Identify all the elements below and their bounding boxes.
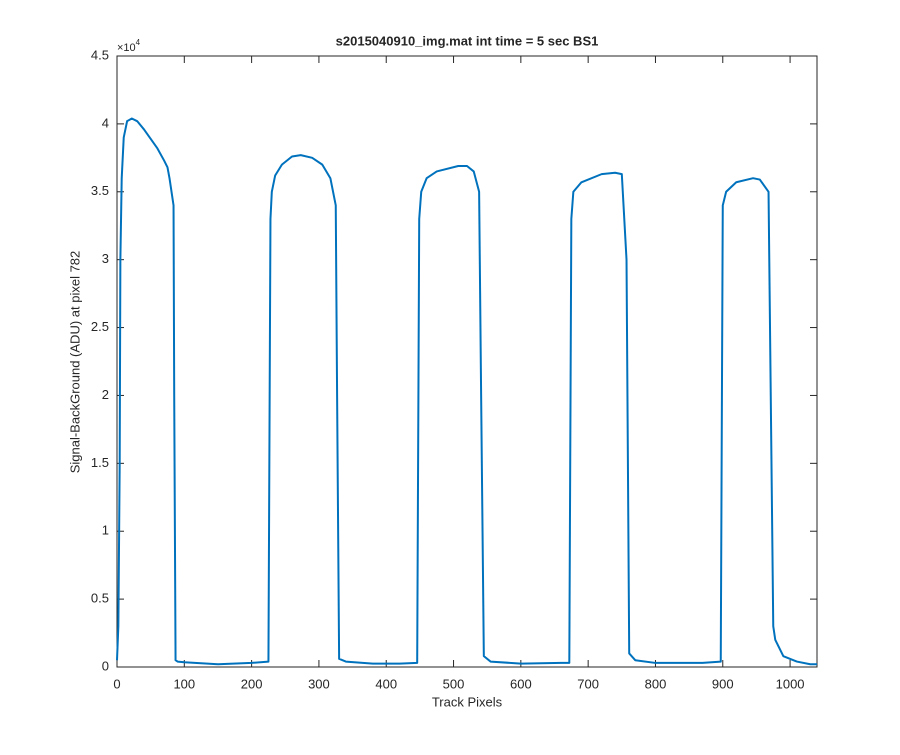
y-multiplier: ×104 xyxy=(117,38,141,54)
y-tick-label: 4 xyxy=(102,115,109,130)
y-tick-label: 3.5 xyxy=(91,183,109,198)
y-tick-label: 0.5 xyxy=(91,591,109,606)
data-line xyxy=(116,117,817,666)
x-tick-label: 1000 xyxy=(776,676,805,691)
y-tick-label: 3 xyxy=(102,251,109,266)
x-tick-label: 800 xyxy=(645,676,667,691)
x-tick-label: 300 xyxy=(308,676,330,691)
y-axis-label: Signal-BackGround (ADU) at pixel 782 xyxy=(67,251,82,474)
y-tick-label: 2.5 xyxy=(91,319,109,334)
x-tick-label: 700 xyxy=(577,676,599,691)
x-tick-label: 600 xyxy=(510,676,532,691)
axes-box xyxy=(116,55,818,668)
chart-title: s2015040910_img.mat int time = 5 sec BS1 xyxy=(336,33,599,48)
y-multiplier-base: ×10 xyxy=(117,42,136,54)
y-tick-label: 2 xyxy=(102,387,109,402)
y-tick-label: 1 xyxy=(102,523,109,538)
y-tick-label: 0 xyxy=(102,658,109,673)
x-tick-label: 400 xyxy=(375,676,397,691)
x-tick-label: 500 xyxy=(443,676,465,691)
y-tick-label: 1.5 xyxy=(91,455,109,470)
x-tick-label: 100 xyxy=(173,676,195,691)
x-tick-label: 200 xyxy=(241,676,263,691)
x-axis-label: Track Pixels xyxy=(432,694,503,709)
x-tick-label: 0 xyxy=(113,676,120,691)
y-tick-label: 4.5 xyxy=(91,47,109,62)
y-multiplier-exponent: 4 xyxy=(136,38,141,47)
x-tick-label: 900 xyxy=(712,676,734,691)
